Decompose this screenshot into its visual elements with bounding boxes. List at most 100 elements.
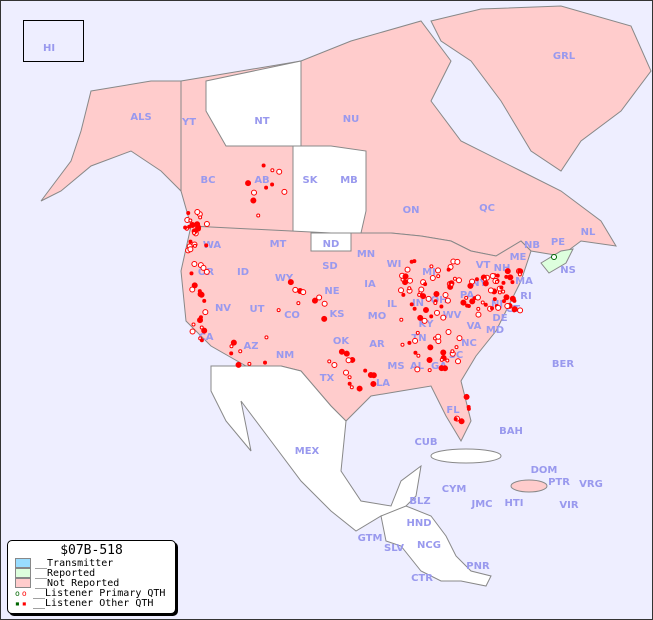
nt-unlisted bbox=[205, 60, 302, 147]
listener-marker bbox=[439, 357, 444, 362]
region-label-ncg: NCG bbox=[417, 540, 441, 551]
listener-marker bbox=[450, 349, 455, 354]
listener-marker bbox=[480, 300, 485, 305]
listener-marker bbox=[200, 264, 207, 271]
listener-marker bbox=[349, 385, 354, 390]
listener-marker bbox=[191, 322, 196, 327]
listener-marker bbox=[230, 339, 237, 346]
region-label-pnr: PNR bbox=[466, 561, 490, 572]
legend-reported: __Reported bbox=[15, 568, 175, 579]
listener-marker bbox=[399, 317, 404, 322]
listener-marker bbox=[427, 368, 432, 373]
nova-scotia bbox=[540, 248, 574, 274]
listener-marker bbox=[502, 299, 507, 304]
region-label-tn: TN bbox=[411, 333, 426, 344]
listener-marker bbox=[370, 372, 377, 379]
listener-marker bbox=[203, 220, 210, 227]
region-label-nu: NU bbox=[343, 114, 360, 125]
listener-marker bbox=[426, 357, 433, 364]
listener-marker bbox=[504, 302, 511, 309]
region-label-nm: NM bbox=[276, 350, 294, 361]
listener-marker bbox=[517, 307, 524, 314]
listener-marker bbox=[517, 272, 522, 277]
listener-marker bbox=[401, 292, 406, 297]
region-label-ca: CA bbox=[198, 332, 213, 343]
region-label-ky: KY bbox=[419, 319, 435, 330]
listener-marker bbox=[476, 306, 481, 311]
region-label-hnd: HND bbox=[406, 518, 431, 529]
listener-marker bbox=[276, 308, 281, 313]
listener-marker bbox=[345, 357, 352, 364]
listener-marker bbox=[464, 295, 469, 300]
listener-marker-reported bbox=[551, 254, 557, 260]
listener-marker bbox=[198, 315, 203, 320]
listener-marker bbox=[436, 274, 441, 279]
listener-marker bbox=[501, 280, 506, 285]
region-label-sc: SC bbox=[449, 350, 464, 361]
region-label-vrg: VRG bbox=[579, 479, 603, 490]
listener-marker bbox=[189, 271, 194, 276]
not-reported-swatch bbox=[15, 578, 31, 588]
region-label-wy: WY bbox=[275, 273, 294, 284]
listener-marker bbox=[409, 302, 414, 307]
legend-label: __Listener Primary QTH bbox=[33, 587, 166, 599]
listener-marker bbox=[413, 350, 418, 355]
listener-marker bbox=[245, 180, 252, 187]
listener-marker bbox=[363, 368, 368, 373]
listener-marker bbox=[263, 360, 268, 365]
listener-marker bbox=[189, 328, 196, 335]
listener-marker bbox=[407, 277, 414, 284]
listener-marker bbox=[421, 317, 428, 324]
listener-marker bbox=[422, 307, 429, 314]
region-label-me: ME bbox=[510, 252, 527, 263]
alaska bbox=[40, 80, 182, 202]
listener-marker bbox=[418, 286, 425, 293]
listener-marker bbox=[261, 163, 266, 168]
listener-marker bbox=[183, 225, 188, 230]
listener-marker bbox=[439, 304, 444, 309]
region-label-ms: MS bbox=[387, 361, 404, 372]
listener-marker bbox=[238, 349, 243, 354]
listener-marker bbox=[343, 369, 350, 376]
listener-marker bbox=[398, 287, 405, 294]
region-label-wa: WA bbox=[203, 240, 222, 251]
region-label-ns: NS bbox=[560, 265, 576, 276]
listener-marker bbox=[194, 208, 201, 215]
listener-marker bbox=[417, 314, 424, 321]
listener-marker bbox=[195, 225, 202, 232]
region-label-ut: UT bbox=[250, 304, 265, 315]
listener-marker bbox=[191, 260, 198, 267]
region-label-ok: OK bbox=[333, 336, 351, 347]
listener-marker bbox=[264, 335, 269, 340]
region-label-als: ALS bbox=[130, 112, 151, 123]
listener-marker bbox=[321, 315, 328, 322]
listener-marker bbox=[427, 344, 434, 351]
region-label-nh: NH bbox=[494, 263, 511, 274]
listener-marker bbox=[331, 362, 338, 369]
listener-marker bbox=[510, 280, 515, 285]
listener-marker bbox=[264, 185, 269, 190]
listener-marker bbox=[474, 277, 479, 282]
listener-marker bbox=[198, 291, 205, 298]
region-label-id: ID bbox=[237, 267, 249, 278]
other-qth-icon: ▪ ▪ bbox=[15, 598, 27, 608]
listener-marker bbox=[495, 273, 500, 278]
listener-marker bbox=[466, 304, 471, 309]
region-label-pe: PE bbox=[551, 237, 565, 248]
listener-marker bbox=[452, 276, 457, 281]
listener-marker bbox=[415, 330, 420, 335]
listener-marker bbox=[482, 280, 489, 287]
listener-marker bbox=[287, 279, 294, 286]
listener-marker bbox=[343, 350, 350, 357]
region-label-yt: YT bbox=[181, 117, 196, 128]
listener-marker bbox=[235, 361, 242, 368]
listener-marker bbox=[425, 295, 432, 302]
listener-marker bbox=[490, 306, 495, 311]
region-label-mb: MB bbox=[340, 175, 358, 186]
listener-marker bbox=[494, 279, 499, 284]
listener-marker bbox=[456, 335, 463, 342]
listener-marker bbox=[463, 393, 470, 400]
listener-marker bbox=[300, 289, 307, 296]
